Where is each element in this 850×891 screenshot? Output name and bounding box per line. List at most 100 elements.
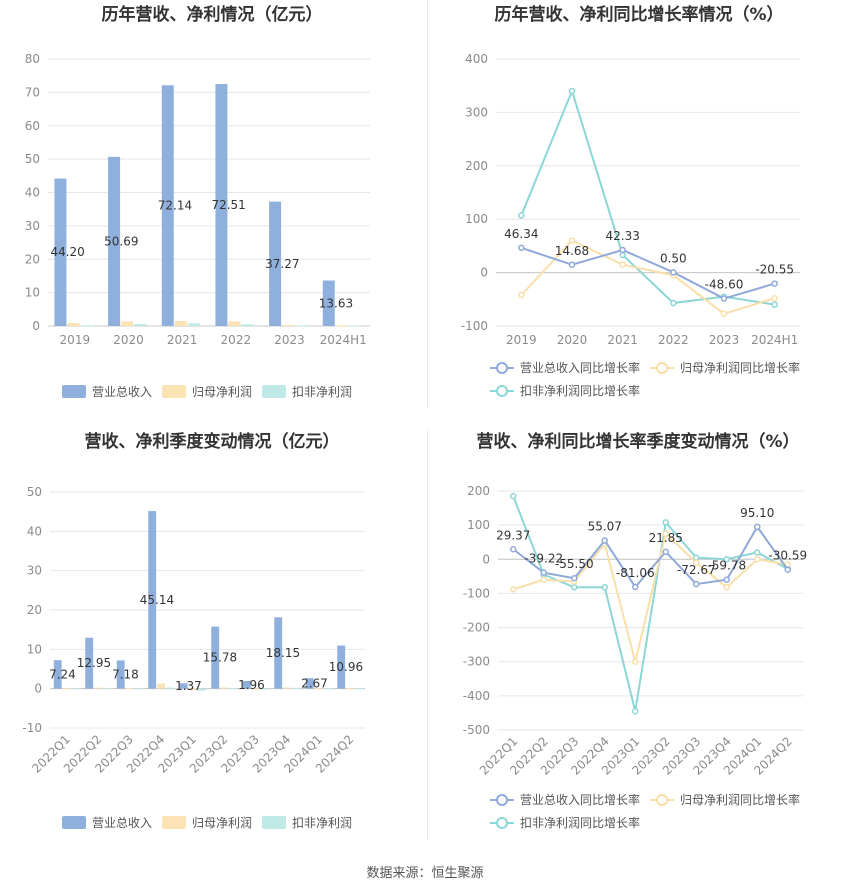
y-tick-label: 0 xyxy=(34,682,42,696)
legend-label: 归母净利润同比增长率 xyxy=(680,360,800,375)
data-label: 45.14 xyxy=(140,593,174,607)
data-point xyxy=(510,492,517,500)
y-tick-label: 200 xyxy=(467,484,490,498)
data-point xyxy=(720,295,728,302)
bar-net-profit xyxy=(228,321,241,326)
x-tick-label: 2020 xyxy=(557,333,588,347)
legend-swatch xyxy=(262,816,286,829)
data-point xyxy=(670,269,677,276)
data-point xyxy=(662,530,669,537)
bar-deducted-profit xyxy=(166,687,174,689)
bar-revenue xyxy=(322,280,335,326)
x-tick-label: 2020 xyxy=(113,333,144,347)
x-tick-label: 2021 xyxy=(607,333,638,347)
chart-title: 营收、净利同比增长率季度变动情况（%） xyxy=(476,431,799,452)
data-point xyxy=(771,294,778,302)
legend-label: 营业总收入同比增长率 xyxy=(520,792,640,807)
y-tick-label: 50 xyxy=(25,152,40,166)
y-tick-label: 10 xyxy=(25,286,40,300)
bar-deducted-profit xyxy=(197,688,206,691)
quarterly-revenue-profit-chart: 营收、净利季度变动情况（亿元）50403020100-102022Q12022Q… xyxy=(22,431,365,830)
data-point xyxy=(754,556,761,563)
y-tick-label: 40 xyxy=(27,524,42,538)
data-label: -20.55 xyxy=(755,263,794,277)
data-point xyxy=(568,261,576,269)
x-tick-label: 2019 xyxy=(506,333,537,347)
data-point xyxy=(720,310,728,317)
data-label: -48.60 xyxy=(705,278,744,292)
y-tick-label: 70 xyxy=(25,85,40,99)
series-line xyxy=(521,246,775,300)
data-point xyxy=(568,87,576,95)
legend-marker xyxy=(656,362,668,374)
bar-net-profit xyxy=(188,688,197,691)
legend-label: 营业总收入 xyxy=(92,816,152,830)
data-point xyxy=(619,246,626,254)
data-point xyxy=(693,580,700,588)
y-tick-label: 80 xyxy=(25,52,40,66)
data-label: -55.50 xyxy=(555,557,594,571)
legend-swatch xyxy=(162,385,186,398)
legend-label: 营业总收入 xyxy=(92,385,152,399)
bar-deducted-profit xyxy=(134,688,143,690)
legend-label: 归母净利润 xyxy=(192,385,252,399)
y-tick-label: 40 xyxy=(25,186,40,200)
data-label: 72.14 xyxy=(158,199,192,213)
series-line xyxy=(520,239,775,315)
panel-divider-vertical-lower xyxy=(427,430,428,840)
y-tick-label: -10 xyxy=(22,721,42,735)
bar-deducted-profit xyxy=(241,324,254,326)
legend-marker xyxy=(656,794,668,806)
data-point xyxy=(518,244,525,252)
series-line xyxy=(512,531,788,662)
data-point xyxy=(568,237,576,244)
x-tick-label: 2024H1 xyxy=(751,333,798,347)
data-label: -30.59 xyxy=(768,549,807,563)
bar-net-profit xyxy=(346,688,355,690)
legend-swatch xyxy=(62,385,86,398)
data-label: 1.96 xyxy=(238,678,265,692)
data-point xyxy=(601,584,608,591)
data-label: -72.67 xyxy=(677,563,716,577)
data-label: 0.50 xyxy=(660,251,687,265)
bar-net-profit xyxy=(67,322,80,326)
data-point xyxy=(632,583,639,591)
bar-deducted-profit xyxy=(80,325,93,327)
bar-net-profit xyxy=(335,325,348,327)
data-point xyxy=(723,576,730,583)
y-tick-label: 400 xyxy=(465,52,488,66)
y-tick-label: 10 xyxy=(27,642,42,656)
x-tick-label: 2023 xyxy=(709,333,740,347)
legend-swatch xyxy=(162,816,186,829)
data-point xyxy=(723,584,730,591)
y-tick-label: 30 xyxy=(25,219,40,233)
bar-revenue xyxy=(211,626,220,689)
legend-label: 扣非净利润同比增长率 xyxy=(520,383,640,398)
y-tick-label: -500 xyxy=(463,723,490,737)
data-label: 72.51 xyxy=(211,198,245,212)
chart-title: 历年营收、净利同比增长率情况（%） xyxy=(494,4,783,25)
legend-label: 归母净利润同比增长率 xyxy=(680,792,800,807)
data-label: 7.18 xyxy=(112,668,139,682)
data-point xyxy=(540,569,547,576)
legend-marker xyxy=(496,385,508,397)
data-point xyxy=(632,658,639,665)
data-point xyxy=(754,523,761,531)
data-point xyxy=(571,584,578,591)
bar-net-profit xyxy=(94,687,103,689)
bar-net-profit xyxy=(282,324,295,326)
data-label: 50.69 xyxy=(104,234,138,248)
y-tick-label: 20 xyxy=(27,603,42,617)
bar-deducted-profit xyxy=(260,688,269,690)
y-tick-label: -100 xyxy=(463,586,490,600)
bar-revenue xyxy=(161,85,174,326)
data-label: 14.68 xyxy=(555,244,589,258)
bar-deducted-profit xyxy=(103,687,111,689)
data-point xyxy=(662,519,669,526)
bar-revenue xyxy=(179,683,188,689)
data-label: 10.96 xyxy=(329,660,363,674)
bar-revenue xyxy=(242,680,251,689)
y-tick-label: 60 xyxy=(25,119,40,133)
bar-net-profit xyxy=(125,687,134,689)
legend-label: 归母净利润 xyxy=(192,816,252,830)
